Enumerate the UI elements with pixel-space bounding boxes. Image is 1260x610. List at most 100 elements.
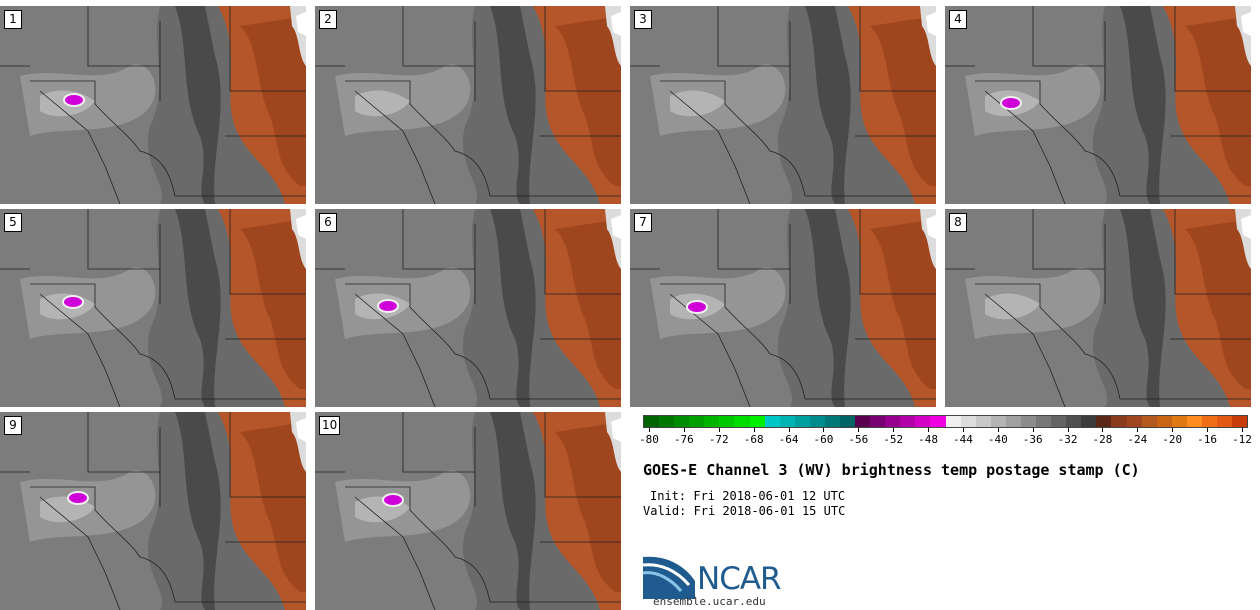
colorbar-tick-label: -40: [987, 433, 1008, 446]
colorbar-tick: [1207, 428, 1209, 432]
colorbar-bin-0: [644, 416, 660, 427]
colorbar-tick: [1067, 428, 1069, 432]
colorbar-bin-2: [674, 416, 690, 427]
postage-stamp-2: 2: [315, 6, 621, 204]
stamp-label: 1: [4, 10, 22, 29]
stamp-label: 3: [634, 10, 652, 29]
colorbar: [643, 415, 1248, 428]
stamp-label: 9: [4, 416, 22, 435]
colorbar-tick: [718, 428, 720, 432]
colorbar-tick-label: -48: [918, 433, 938, 446]
colorbar-bin-17: [900, 416, 916, 427]
colorbar-bin-14: [855, 416, 871, 427]
colorbar-tick: [1172, 428, 1174, 432]
wv-map-5: [0, 209, 306, 407]
colorbar-tick-label: -80: [639, 433, 659, 446]
stamp-label: 2: [319, 10, 337, 29]
colorbar-tick-label: -52: [883, 433, 904, 446]
colorbar-tick: [858, 428, 860, 432]
wv-map-6: [315, 209, 621, 407]
colorbar-tick: [1242, 428, 1243, 432]
stamp-label: 6: [319, 213, 337, 232]
colorbar-bin-21: [960, 416, 976, 427]
stamp-label: 8: [949, 213, 967, 232]
colorbar-tick-label: -64: [778, 433, 799, 446]
colorbar-bin-1: [659, 416, 675, 427]
postage-stamp-6: 6: [315, 209, 621, 407]
colorbar-bin-15: [870, 416, 886, 427]
colorbar-bin-27: [1051, 416, 1067, 427]
colorbar-tick-label: -36: [1022, 433, 1043, 446]
ncar-logo-text: NCAR: [697, 561, 782, 597]
colorbar-tick-label: -56: [848, 433, 869, 446]
colorbar-bin-37: [1201, 416, 1217, 427]
colorbar-bin-5: [719, 416, 735, 427]
init-time: Init: Fri 2018-06-01 12 UTC: [650, 489, 846, 503]
colorbar-bin-26: [1036, 416, 1052, 427]
colorbar-tick-label: -12: [1232, 433, 1252, 446]
stamp-label: 10: [319, 416, 341, 435]
stamp-label: 7: [634, 213, 652, 232]
wv-map-10: [315, 412, 621, 610]
postage-stamp-1: 1: [0, 6, 306, 204]
colorbar-bin-7: [749, 416, 765, 427]
colorbar-tick: [788, 428, 790, 432]
wv-map-3: [630, 6, 936, 204]
colorbar-tick-label: -28: [1092, 433, 1113, 446]
wv-map-8: [945, 209, 1251, 407]
colorbar-bin-13: [840, 416, 856, 427]
stamp-label: 4: [949, 10, 967, 29]
colorbar-tick-label: -44: [953, 433, 973, 446]
colorbar-bin-32: [1126, 416, 1142, 427]
colorbar-bin-29: [1081, 416, 1097, 427]
colorbar-bin-39: [1232, 416, 1248, 427]
ncar-logo-icon: [643, 556, 695, 599]
wv-map-4: [945, 6, 1251, 204]
product-title: GOES-E Channel 3 (WV) brightness temp po…: [643, 461, 1140, 479]
colorbar-tick-label: -20: [1162, 433, 1183, 446]
colorbar-bin-24: [1005, 416, 1021, 427]
colorbar-ticks: -80 -76 -72 -68 -64 -60 -56 -52 -48 -44 -40 -36 -32 -…: [639, 428, 1252, 448]
colorbar-tick: [928, 428, 930, 432]
colorbar-tick-label: -68: [743, 433, 764, 446]
wv-map-9: [0, 412, 306, 610]
colorbar-bin-23: [990, 416, 1006, 427]
colorbar-tick: [997, 428, 999, 432]
colorbar-bin-31: [1111, 416, 1127, 427]
colorbar-bin-9: [779, 416, 795, 427]
wv-map-1: [0, 6, 306, 204]
colorbar-bin-34: [1156, 416, 1172, 427]
postage-stamp-9: 9: [0, 412, 306, 610]
wv-map-7: [630, 209, 936, 407]
colorbar-bin-36: [1186, 416, 1202, 427]
colorbar-tick: [649, 428, 650, 432]
colorbar-bin-12: [824, 416, 841, 427]
colorbar-bin-20: [945, 416, 961, 427]
colorbar-bin-18: [915, 416, 931, 427]
colorbar-tick-label: -72: [708, 433, 729, 446]
colorbar-tick: [893, 428, 895, 432]
colorbar-bin-6: [734, 416, 750, 427]
colorbar-bin-11: [809, 416, 825, 427]
colorbar-tick: [1137, 428, 1139, 432]
colorbar-bin-25: [1020, 416, 1037, 427]
postage-stamp-3: 3: [630, 6, 936, 204]
colorbar-bin-10: [794, 416, 810, 427]
postage-stamp-8: 8: [945, 209, 1251, 407]
colorbar-bin-4: [704, 416, 720, 427]
colorbar-tick-label: -24: [1127, 433, 1148, 446]
colorbar-bin-22: [975, 416, 991, 427]
colorbar-bin-3: [689, 416, 705, 427]
colorbar-tick: [1032, 428, 1034, 432]
colorbar-tick: [683, 428, 685, 432]
colorbar-tick-label: -60: [813, 433, 834, 446]
postage-stamp-10: 10: [315, 412, 621, 610]
colorbar-bin-16: [885, 416, 901, 427]
postage-stamp-4: 4: [945, 6, 1251, 204]
colorbar-bin-19: [930, 416, 946, 427]
valid-time: Valid: Fri 2018-06-01 15 UTC: [643, 504, 846, 518]
colorbar-tick: [962, 428, 964, 432]
colorbar-tick-label: -76: [673, 433, 694, 446]
colorbar-bin-33: [1141, 416, 1157, 427]
wv-map-2: [315, 6, 621, 204]
